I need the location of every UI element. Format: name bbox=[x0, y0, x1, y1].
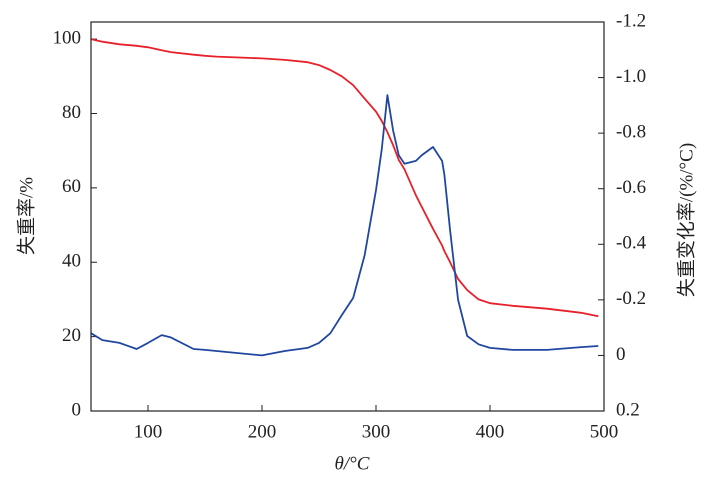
y2-tick-label: -0.8 bbox=[616, 122, 646, 143]
y2-tick-label: -0.2 bbox=[616, 288, 646, 309]
y2-tick-label: 0.2 bbox=[616, 399, 640, 420]
x-tick-label: 400 bbox=[476, 421, 505, 442]
y2-tick-label: -0.4 bbox=[616, 233, 647, 254]
y-tick-label: 80 bbox=[62, 102, 81, 123]
x-tick-label: 300 bbox=[362, 421, 391, 442]
y-tick-label: 20 bbox=[62, 325, 81, 346]
x-tick-label: 100 bbox=[134, 421, 163, 442]
y2-tick-label: 0 bbox=[616, 344, 626, 365]
y-tick-label: 60 bbox=[62, 176, 81, 197]
y-tick-label: 100 bbox=[53, 27, 82, 48]
line-series bbox=[90, 94, 599, 357]
x-tick-label: 500 bbox=[590, 421, 619, 442]
y2-axis-label: 失重变化率/(%/°C) bbox=[675, 143, 697, 297]
y-axis-label: 失重率/% bbox=[15, 177, 37, 255]
y-tick-label: 0 bbox=[72, 399, 82, 420]
y2-tick-label: -1.2 bbox=[616, 10, 646, 31]
y-tick-label: 40 bbox=[62, 251, 81, 272]
x-tick-label: 200 bbox=[248, 421, 277, 442]
x-axis-label: θ/°C bbox=[335, 453, 370, 474]
y2-tick-label: -0.6 bbox=[616, 177, 646, 198]
plot-frame bbox=[90, 21, 605, 412]
y2-tick-label: -1.0 bbox=[616, 66, 646, 87]
line-series bbox=[90, 38, 599, 318]
